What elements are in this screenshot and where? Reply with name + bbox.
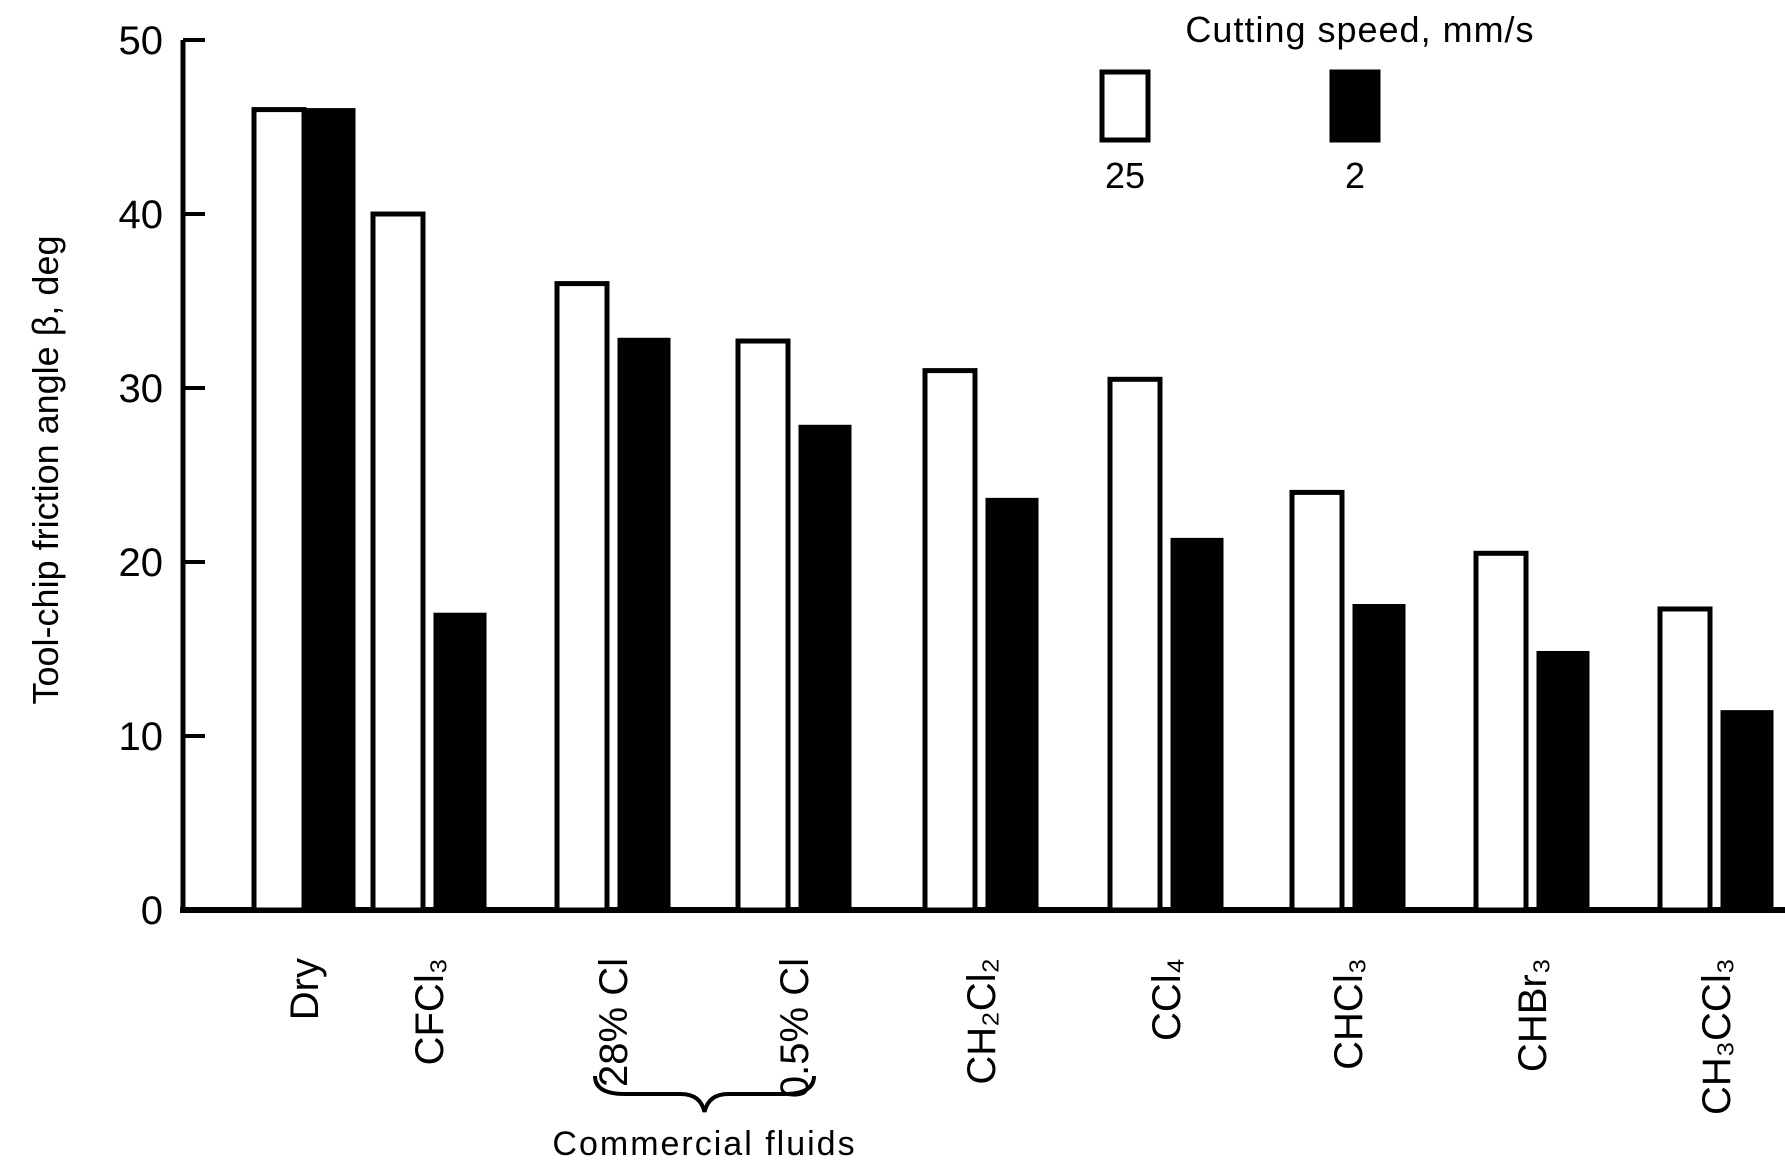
y-tick-label: 30	[119, 367, 164, 411]
bar-25-5	[1107, 376, 1163, 913]
chart-bars	[251, 107, 1774, 913]
legend-title: Cutting speed, mm/s	[1185, 9, 1534, 50]
bar-2-2	[617, 337, 671, 912]
x-category-label-3: 0.5% Cl	[773, 958, 817, 1098]
bar-2-6	[1352, 604, 1406, 912]
bar-2-0	[302, 108, 356, 912]
bar-2-7	[1536, 650, 1590, 912]
bar-2-4	[985, 497, 1039, 912]
x-category-label-6: CHCl₃	[1327, 958, 1371, 1070]
bar-2-8	[1720, 710, 1774, 912]
legend-label-25: 25	[1105, 155, 1145, 196]
bar-2-1	[433, 612, 487, 912]
group-annotation: Commercial fluids	[552, 1075, 856, 1163]
x-category-label-0: Dry	[283, 958, 327, 1020]
bar-25-6	[1289, 489, 1345, 913]
y-axis-label: Tool-chip friction angle β, deg	[25, 236, 66, 705]
x-category-label-5: CCl₄	[1145, 958, 1189, 1041]
group-brace	[593, 1075, 816, 1113]
bar-25-7	[1473, 550, 1529, 913]
x-category-label-7: CHBr₃	[1511, 958, 1555, 1072]
bar-25-2	[554, 281, 610, 913]
bar-25-1	[370, 211, 426, 913]
y-ticks: 0 10 20 30 40 50	[119, 19, 205, 933]
bar-25-3	[735, 338, 791, 913]
y-tick-label: 10	[119, 715, 164, 759]
x-category-labels: Dry CFCl₃ 28% Cl 0.5% Cl CH₂Cl₂ CCl₄ CHCl₃ CHBr…	[283, 958, 1739, 1115]
bar-25-0	[251, 107, 307, 913]
x-category-label-4: CH₂Cl₂	[960, 958, 1004, 1085]
bar-2-3	[798, 424, 852, 912]
legend-swatch-25	[1099, 69, 1151, 143]
y-tick-label: 50	[119, 19, 164, 63]
bar-25-4	[922, 368, 978, 913]
bar-2-5	[1170, 537, 1224, 912]
legend: Cutting speed, mm/s 25 2	[1099, 9, 1534, 196]
y-tick-label: 40	[119, 193, 164, 237]
x-category-label-2: 28% Cl	[592, 958, 636, 1087]
x-category-label-8: CH₃CCl₃	[1695, 958, 1739, 1115]
x-category-label-1: CFCl₃	[408, 958, 452, 1065]
y-tick-label: 20	[119, 541, 164, 585]
y-tick-label: 0	[141, 889, 163, 933]
bar-25-8	[1657, 606, 1713, 913]
legend-swatch-2	[1329, 69, 1381, 143]
legend-label-2: 2	[1345, 155, 1365, 196]
group-label: Commercial fluids	[552, 1125, 856, 1163]
